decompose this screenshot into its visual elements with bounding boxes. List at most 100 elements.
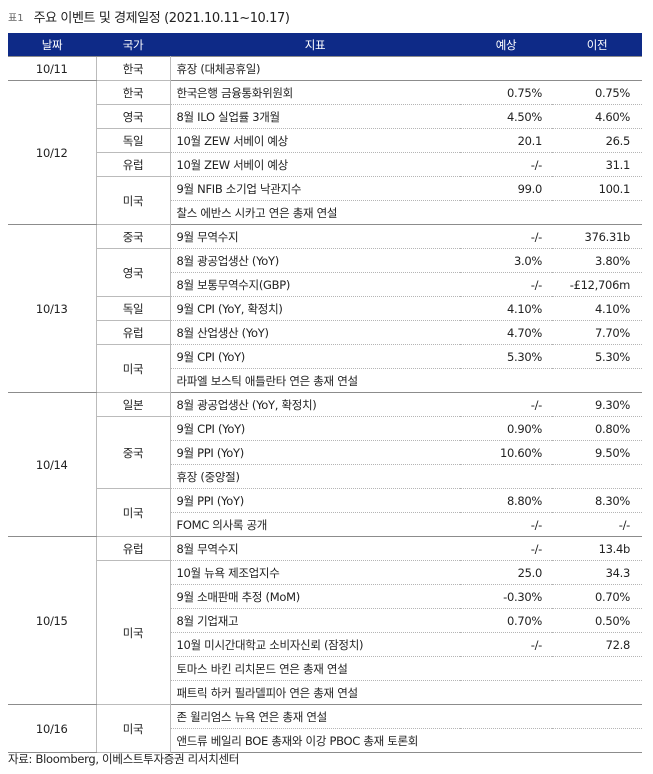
forecast-cell: 20.1	[460, 128, 552, 153]
country-cell: 미국	[95, 488, 171, 537]
previous-cell	[552, 56, 642, 81]
previous-cell: 5.30%	[552, 344, 642, 369]
indicator-cell: 8월 보통무역수지(GBP)	[170, 272, 460, 297]
table-row: 10/15 유럽 8월 무역수지 -/- 13.4b	[8, 536, 642, 705]
table-row: 8월 보통무역수지(GBP) -/- -£12,706m	[8, 272, 642, 297]
indicator-cell: 휴장 (중양절)	[170, 464, 460, 489]
date-cell: 10/13	[8, 224, 96, 393]
indicator-cell: 10월 ZEW 서베이 예상	[170, 128, 460, 153]
table-row: 휴장 (중양절)	[8, 464, 642, 489]
forecast-cell: -/-	[460, 512, 552, 537]
indicator-cell: 9월 무역수지	[170, 224, 460, 249]
forecast-cell: -/-	[460, 392, 552, 417]
table-row: 9월 PPI (YoY) 10.60% 9.50%	[8, 440, 642, 465]
forecast-cell: -0.30%	[460, 584, 552, 609]
forecast-cell: 4.50%	[460, 104, 552, 129]
previous-cell	[552, 464, 642, 489]
previous-cell: 100.1	[552, 176, 642, 201]
previous-cell: 9.50%	[552, 440, 642, 465]
table-row: 10/14 일본 8월 광공업생산 (YoY, 확정치) -/- 9.30%	[8, 392, 642, 537]
previous-cell	[552, 680, 642, 705]
previous-cell	[552, 704, 642, 729]
forecast-cell: -/-	[460, 632, 552, 657]
table-header: 날짜 국가 지표 예상 이전	[8, 33, 642, 57]
previous-cell: 0.75%	[552, 80, 642, 105]
forecast-cell	[460, 464, 552, 489]
forecast-cell: -/-	[460, 272, 552, 297]
forecast-cell: 0.70%	[460, 608, 552, 633]
previous-cell: 34.3	[552, 560, 642, 585]
event-schedule-table: 날짜 국가 지표 예상 이전 10/11 한국 휴장 (대체공휴일) 10/12 한국 한…	[8, 33, 642, 753]
indicator-cell: 앤드류 베일리 BOE 총재와 이강 PBOC 총재 토론회	[170, 728, 460, 753]
previous-cell: 8.30%	[552, 488, 642, 513]
indicator-cell: 9월 CPI (YoY, 확정치)	[170, 296, 460, 321]
forecast-cell: 4.70%	[460, 320, 552, 345]
country-cell: 한국	[95, 80, 171, 105]
forecast-cell: 25.0	[460, 560, 552, 585]
table-row: 10/12 한국 한국은행 금융통화위원회 0.75% 0.75%	[8, 80, 642, 225]
forecast-cell: 10.60%	[460, 440, 552, 465]
forecast-cell: 5.30%	[460, 344, 552, 369]
indicator-cell: 8월 ILO 실업률 3개월	[170, 104, 460, 129]
country-cell: 유럽	[95, 320, 171, 345]
indicator-cell: 9월 NFIB 소기업 낙관지수	[170, 176, 460, 201]
date-cell: 10/16	[8, 704, 96, 753]
forecast-cell: 3.0%	[460, 248, 552, 273]
table-row: 유럽 10월 ZEW 서베이 예상 -/- 31.1	[8, 152, 642, 177]
previous-cell: 13.4b	[552, 536, 642, 561]
previous-cell: 0.70%	[552, 584, 642, 609]
table-row: 미국 9월 NFIB 소기업 낙관지수 99.0 100.1	[8, 176, 642, 225]
date-cell: 10/15	[8, 536, 96, 705]
previous-cell	[552, 200, 642, 225]
indicator-cell: 8월 산업생산 (YoY)	[170, 320, 460, 345]
forecast-cell: -/-	[460, 536, 552, 561]
date-cell: 10/11	[8, 56, 96, 81]
country-cell: 독일	[95, 128, 171, 153]
forecast-cell	[460, 656, 552, 681]
table-row: 9월 소매판매 추정 (MoM) -0.30% 0.70%	[8, 584, 642, 609]
table-row: 독일 9월 CPI (YoY, 확정치) 4.10% 4.10%	[8, 296, 642, 321]
table-row: 독일 10월 ZEW 서베이 예상 20.1 26.5	[8, 128, 642, 153]
table-row: 미국 9월 CPI (YoY) 5.30% 5.30%	[8, 344, 642, 393]
table-row: 미국 10월 뉴욕 제조업지수 25.0 34.3	[8, 560, 642, 705]
previous-cell: 0.80%	[552, 416, 642, 441]
forecast-cell: -/-	[460, 224, 552, 249]
indicator-cell: 패트릭 하커 필라델피아 연은 총재 연설	[170, 680, 460, 705]
forecast-cell	[460, 368, 552, 393]
forecast-cell: 0.75%	[460, 80, 552, 105]
indicator-cell: 8월 기업재고	[170, 608, 460, 633]
table-row: 토마스 바킨 리치몬드 연은 총재 연설	[8, 656, 642, 681]
table-row: 10월 미시간대학교 소비자신뢰 (잠정치) -/- 72.8	[8, 632, 642, 657]
table-body: 10/11 한국 휴장 (대체공휴일) 10/12 한국 한국은행 금융통화위원회 0.75…	[8, 56, 642, 753]
forecast-cell	[460, 200, 552, 225]
previous-cell: 4.60%	[552, 104, 642, 129]
indicator-cell: FOMC 의사록 공개	[170, 512, 460, 537]
indicator-cell: 10월 뉴욕 제조업지수	[170, 560, 460, 585]
forecast-cell	[460, 728, 552, 753]
forecast-cell: 0.90%	[460, 416, 552, 441]
previous-cell: 26.5	[552, 128, 642, 153]
country-cell: 독일	[95, 296, 171, 321]
table-row: 앤드류 베일리 BOE 총재와 이강 PBOC 총재 토론회	[8, 728, 642, 753]
previous-cell: 9.30%	[552, 392, 642, 417]
previous-cell: 7.70%	[552, 320, 642, 345]
header-country: 국가	[96, 33, 170, 57]
header-indicator: 지표	[170, 33, 460, 57]
forecast-cell: 8.80%	[460, 488, 552, 513]
previous-cell: 3.80%	[552, 248, 642, 273]
country-cell: 미국	[95, 560, 171, 705]
indicator-cell: 8월 광공업생산 (YoY, 확정치)	[170, 392, 460, 417]
indicator-cell: 8월 광공업생산 (YoY)	[170, 248, 460, 273]
table-row: 8월 기업재고 0.70% 0.50%	[8, 608, 642, 633]
indicator-cell: 8월 무역수지	[170, 536, 460, 561]
country-cell: 유럽	[95, 152, 171, 177]
header-forecast: 예상	[460, 33, 552, 57]
indicator-cell: 찰스 에반스 시카고 연은 총재 연설	[170, 200, 460, 225]
forecast-cell	[460, 680, 552, 705]
forecast-cell	[460, 56, 552, 81]
header-previous: 이전	[552, 33, 642, 57]
forecast-cell: 99.0	[460, 176, 552, 201]
previous-cell: 376.31b	[552, 224, 642, 249]
previous-cell	[552, 728, 642, 753]
table-title: 주요 이벤트 및 경제일정 (2021.10.11~10.17)	[33, 10, 290, 26]
